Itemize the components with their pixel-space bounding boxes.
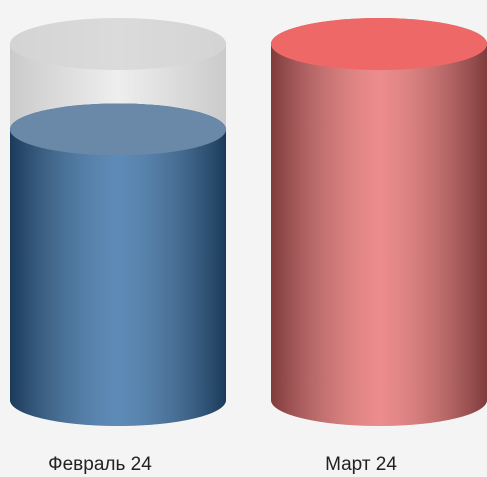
cylinder-top-tint [271, 18, 487, 70]
x-tick-label: Март 24 [325, 454, 397, 475]
cylinder-shading [10, 103, 226, 426]
cylinder-top-tint [10, 103, 226, 156]
cylinder-shell-top [10, 18, 226, 70]
x-tick-label: Февраль 24 [48, 454, 152, 475]
cylinder-top [271, 18, 487, 70]
cylinder-shading [271, 18, 487, 426]
